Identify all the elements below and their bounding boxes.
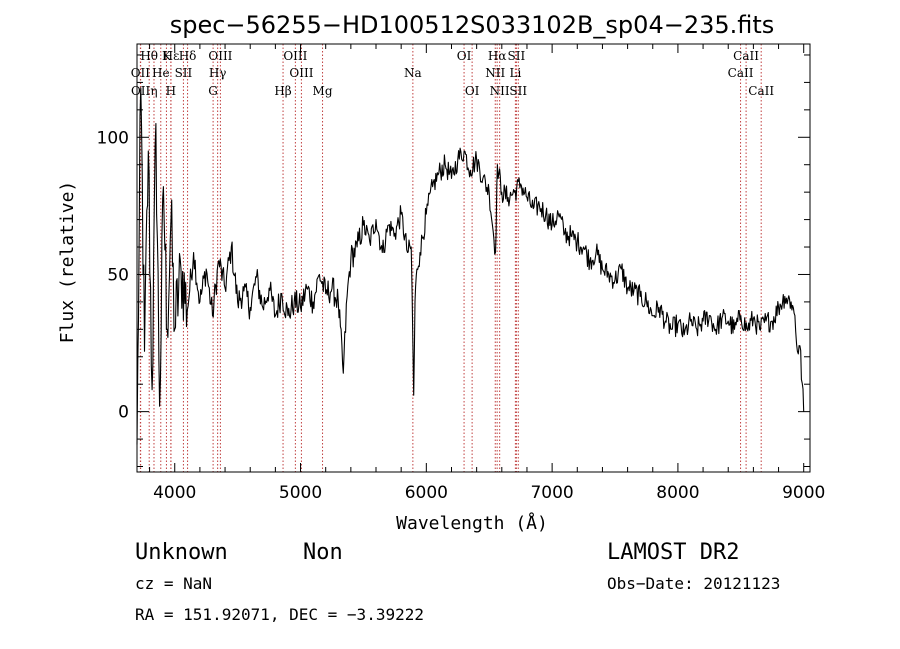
line-marker-label-11: Hγ (209, 66, 227, 80)
y-tick-label-1: 50 (107, 265, 129, 285)
coordinates: RA = 151.92071, DEC = −3.39222 (135, 605, 424, 624)
survey-name: LAMOST DR2 (607, 540, 739, 565)
spectrum-line (136, 87, 805, 445)
line-marker-label-17: Na (404, 66, 422, 80)
line-marker-label-28: CaII (748, 84, 774, 98)
line-marker-label-10: OIII (208, 49, 232, 63)
line-marker-label-20: Hα (488, 49, 507, 63)
line-marker-label-14: OIII (283, 49, 307, 63)
line-marker-label-1: OII (131, 66, 151, 80)
line-marker-label-6: K (162, 49, 172, 63)
x-tick-label-5: 9000 (782, 483, 825, 503)
line-marker-label-0: Hθ (140, 49, 158, 63)
line-marker-group (139, 44, 762, 472)
x-tick-label-1: 5000 (279, 483, 322, 503)
line-marker-label-25: SII (509, 84, 527, 98)
chart-title: spec−56255−HD100512S033102B_sp04−235.fit… (170, 11, 775, 39)
axis-ticks: 4000 5000 6000 7000 8000 9000 0 50 100 (97, 44, 825, 503)
line-marker-label-19: OI (465, 84, 480, 98)
x-tick-label-0: 4000 (153, 483, 196, 503)
spectrum-series (136, 87, 805, 445)
line-marker-label-18: OI (457, 49, 472, 63)
plot-frame (136, 43, 811, 473)
observation-date: Obs−Date: 20121123 (607, 574, 780, 593)
line-marker-label-9: Hδ (179, 49, 197, 63)
line-marker-label-13: Hβ (274, 84, 291, 98)
line-marker-label-24: Li (509, 66, 521, 80)
x-tick-label-2: 6000 (405, 483, 448, 503)
line-marker-label-23: SII (508, 49, 526, 63)
x-tick-label-4: 8000 (656, 483, 699, 503)
line-marker-label-16: Mg (313, 84, 333, 98)
line-marker-label-26: CaII (733, 49, 759, 63)
line-marker-label-7: SII (175, 66, 193, 80)
x-tick-label-3: 7000 (530, 483, 573, 503)
line-marker-label-8: H (166, 84, 176, 98)
line-marker-label-5: η (150, 84, 157, 98)
cz-value: cz = NaN (135, 574, 212, 593)
object-class: Non (303, 540, 343, 565)
line-marker-label-27: CaII (728, 66, 754, 80)
line-marker-label-15: OIII (289, 66, 313, 80)
y-axis-label: Flux (relative) (57, 181, 78, 344)
y-tick-label-0: 0 (118, 403, 129, 423)
line-marker-label-22: NII (490, 84, 510, 98)
object-type: Unknown (135, 540, 228, 565)
line-marker-label-21: NII (485, 66, 505, 80)
y-tick-label-2: 100 (97, 128, 129, 148)
line-marker-label-4: He (152, 66, 170, 80)
x-axis-label: Wavelength (Å) (396, 512, 548, 534)
line-marker-label-12: G (208, 84, 218, 98)
